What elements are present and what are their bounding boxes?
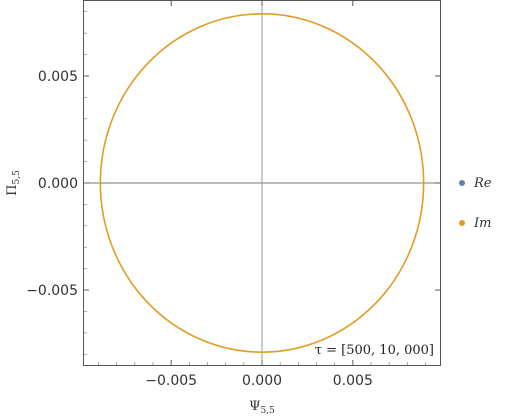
x-axis-title: Ψ5,5 [249,399,275,416]
legend-label-re: Re [473,176,492,191]
x-axis-ticks: −0.005 0.000 0.005 [98,1,426,389]
legend-marker-im [459,220,465,226]
y-tick-label: −0.005 [26,283,78,299]
annotation-tau: τ = [500, 10, 000] [315,343,434,358]
y-axis-title: Π5,5 [5,170,22,196]
series-im-curve [99,13,425,353]
series-layer [99,13,425,353]
legend: Re Im [459,176,492,231]
x-tick-label: 0.000 [242,373,282,389]
x-tick-label: −0.005 [145,373,197,389]
zero-lines [84,1,440,365]
legend-marker-re [459,180,465,186]
y-tick-label: 0.000 [38,176,78,192]
x-tick-label: 0.005 [333,373,373,389]
legend-label-im: Im [473,216,491,231]
y-tick-label: 0.005 [38,69,78,85]
y-axis-ticks: −0.005 0.000 0.005 [26,11,440,355]
